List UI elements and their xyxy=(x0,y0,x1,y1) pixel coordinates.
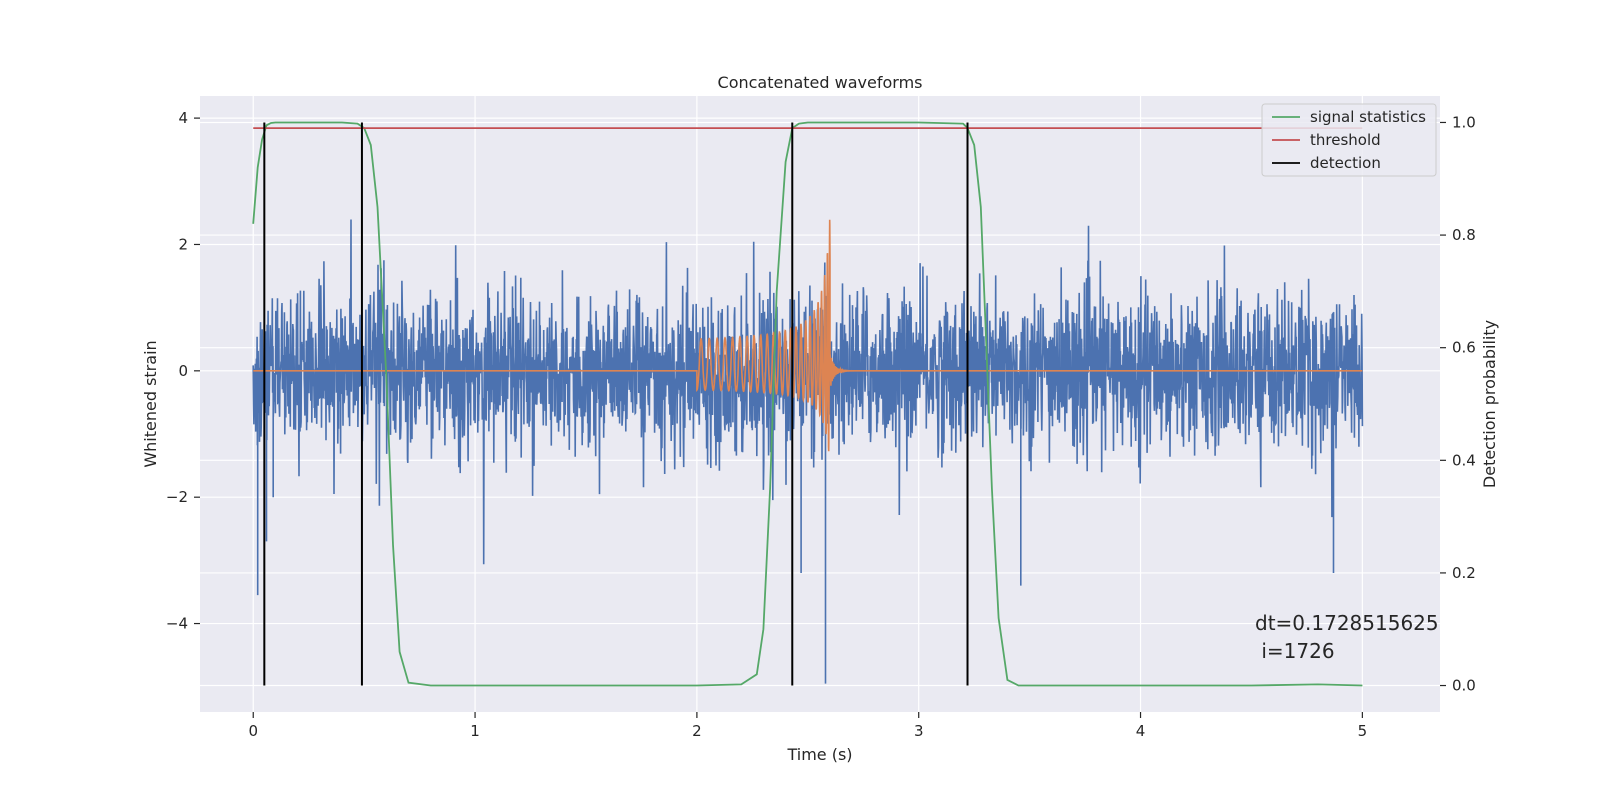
series-template xyxy=(253,219,1363,452)
plot-area xyxy=(252,121,1364,687)
annotation-dt: dt=0.1728515625 xyxy=(1255,611,1439,635)
y-axis-label-right: Detection probability xyxy=(1480,320,1499,488)
series-signal-statistics xyxy=(252,121,1363,687)
ticks: 0 1 2 3 4 5 −4 −2 0 2 4 0.0 0.2 0.4 0.6 0.8 1.0 xyxy=(166,109,1476,740)
y-right-tick-label: 0.0 xyxy=(1452,677,1476,695)
annotation-i: i=1726 xyxy=(1255,639,1335,663)
legend-box xyxy=(1261,103,1437,177)
y-right-tick-label: 0.8 xyxy=(1452,226,1476,244)
y-left-tick-label: 0 xyxy=(178,362,188,380)
x-tick-label: 4 xyxy=(1136,722,1146,740)
x-axis-label: Time (s) xyxy=(786,745,852,764)
x-tick-label: 0 xyxy=(248,722,258,740)
y-left-tick-label: 4 xyxy=(178,109,188,127)
y-left-tick-label: 2 xyxy=(178,235,188,253)
x-tick-label: 3 xyxy=(914,722,924,740)
y-left-tick-label: −4 xyxy=(166,615,188,633)
y-axis-label-left: Whitened strain xyxy=(141,340,160,467)
legend-label-detection: detection xyxy=(1310,154,1381,172)
legend-label-signal-statistics: signal statistics xyxy=(1310,108,1426,126)
series-whitened-strain xyxy=(252,219,1364,684)
x-tick-label: 5 xyxy=(1358,722,1368,740)
x-tick-label: 2 xyxy=(692,722,702,740)
y-right-tick-label: 0.4 xyxy=(1452,451,1476,469)
chart-title: Concatenated waveforms xyxy=(718,73,923,92)
y-right-tick-label: 0.6 xyxy=(1452,339,1476,357)
y-right-tick-label: 0.2 xyxy=(1452,564,1476,582)
legend-label-threshold: threshold xyxy=(1310,131,1381,149)
y-right-tick-label: 1.0 xyxy=(1452,113,1476,131)
y-left-tick-label: −2 xyxy=(166,488,188,506)
legend: signal statistics threshold detection xyxy=(1261,103,1437,177)
x-tick-label: 1 xyxy=(470,722,480,740)
